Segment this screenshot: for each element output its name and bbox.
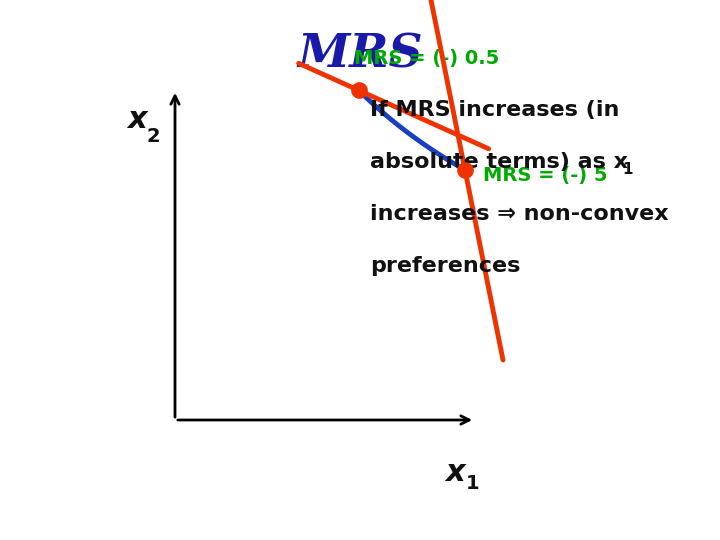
Text: x: x — [127, 105, 147, 134]
Text: MRS = (-) 5: MRS = (-) 5 — [483, 165, 608, 185]
Text: preferences: preferences — [370, 256, 521, 276]
Text: MRS = (-) 0.5: MRS = (-) 0.5 — [354, 49, 499, 69]
Text: 2: 2 — [147, 126, 161, 145]
Text: increases ⇒ non-convex: increases ⇒ non-convex — [370, 204, 669, 224]
Text: absolute terms) as x: absolute terms) as x — [370, 152, 628, 172]
Text: x: x — [445, 458, 465, 487]
Text: If MRS increases (in: If MRS increases (in — [370, 100, 619, 120]
Text: MRS: MRS — [297, 32, 423, 78]
Text: 1: 1 — [622, 162, 632, 177]
Text: 1: 1 — [466, 474, 480, 493]
